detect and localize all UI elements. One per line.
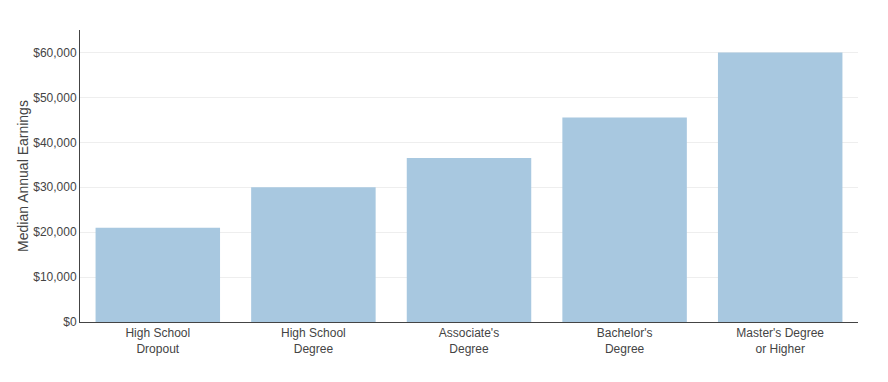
svg-text:Master's Degreeor Higher: Master's Degreeor Higher (736, 326, 824, 356)
svg-text:$20,000: $20,000 (33, 225, 77, 239)
svg-text:$10,000: $10,000 (33, 270, 77, 284)
svg-text:$0: $0 (63, 315, 77, 329)
svg-text:Bachelor'sDegree: Bachelor'sDegree (597, 326, 653, 356)
svg-text:Median Annual Earnings: Median Annual Earnings (15, 100, 31, 252)
svg-text:$50,000: $50,000 (33, 91, 77, 105)
svg-text:Associate'sDegree: Associate'sDegree (439, 326, 499, 356)
svg-text:$30,000: $30,000 (33, 180, 77, 194)
svg-text:High SchoolDropout: High SchoolDropout (125, 326, 190, 356)
svg-text:$60,000: $60,000 (33, 46, 77, 60)
svg-text:$40,000: $40,000 (33, 136, 77, 150)
svg-text:High SchoolDegree: High SchoolDegree (281, 326, 346, 356)
